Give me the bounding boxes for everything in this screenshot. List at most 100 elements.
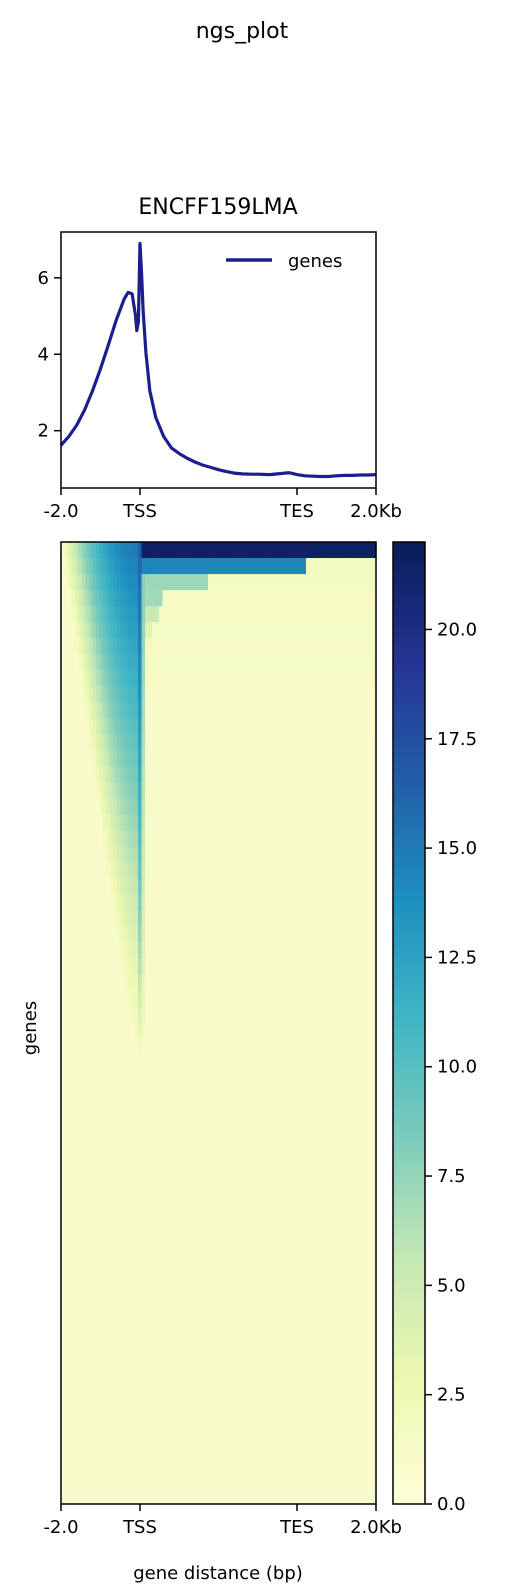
heatmap-cell xyxy=(306,558,311,575)
heatmap-cell xyxy=(159,1359,164,1377)
heatmap-cell xyxy=(281,1135,286,1152)
heatmap-cell xyxy=(211,1407,216,1425)
heatmap-cell xyxy=(281,1375,286,1393)
heatmap-cell xyxy=(141,766,146,784)
heatmap-cell xyxy=(89,1423,94,1441)
heatmap-cell xyxy=(131,590,136,607)
heatmap-cell xyxy=(141,1087,146,1104)
heatmap-cell xyxy=(278,622,283,639)
heatmap-cell xyxy=(162,1375,167,1393)
heatmap-cell xyxy=(243,1247,248,1265)
heatmap-cell xyxy=(85,1119,90,1136)
heatmap-cell xyxy=(190,590,195,607)
heatmap-cell xyxy=(295,1055,300,1072)
heatmap-cell xyxy=(281,1119,286,1136)
heatmap-cell xyxy=(327,606,332,623)
heatmap-cell xyxy=(222,622,227,639)
heatmap-cell xyxy=(75,766,80,784)
heatmap-cell xyxy=(306,1087,311,1104)
heatmap-cell xyxy=(197,686,202,703)
heatmap-cell xyxy=(211,1327,216,1345)
heatmap-cell xyxy=(134,1423,139,1441)
heatmap-cell xyxy=(166,878,171,896)
x-tick-label: -2.0 xyxy=(43,501,78,522)
heatmap-cell xyxy=(183,1023,188,1040)
heatmap-cell xyxy=(96,1183,101,1200)
heatmap-cell xyxy=(278,782,283,800)
heatmap-cell xyxy=(85,542,90,559)
heatmap-cell xyxy=(187,1119,192,1136)
heatmap-cell xyxy=(180,830,185,848)
heatmap-cell xyxy=(292,894,297,912)
heatmap-cell xyxy=(197,1327,202,1345)
heatmap-cell xyxy=(75,1231,80,1249)
heatmap-cell xyxy=(229,1375,234,1393)
heatmap-cell xyxy=(131,798,136,816)
heatmap-cell xyxy=(257,1151,262,1168)
heatmap-cell xyxy=(274,1263,279,1281)
heatmap-cell xyxy=(351,1247,356,1265)
heatmap-cell xyxy=(250,574,255,591)
heatmap-cell xyxy=(134,1135,139,1152)
heatmap-cell xyxy=(103,1343,108,1361)
heatmap-cell xyxy=(155,782,160,800)
heatmap-cell xyxy=(215,1167,220,1184)
heatmap-cell xyxy=(183,1343,188,1361)
heatmap-cell xyxy=(271,686,276,703)
heatmap-cell xyxy=(344,1343,349,1361)
heatmap-cell xyxy=(292,1231,297,1249)
heatmap-cell xyxy=(124,670,129,687)
heatmap-cell xyxy=(337,734,342,752)
heatmap-cell xyxy=(208,542,213,559)
heatmap-cell xyxy=(110,750,115,768)
heatmap-cell xyxy=(162,782,167,800)
heatmap-cell xyxy=(78,1375,83,1393)
heatmap-cell xyxy=(260,894,265,912)
heatmap-cell xyxy=(99,734,104,752)
heatmap-cell xyxy=(215,750,220,768)
heatmap-cell xyxy=(155,1407,160,1425)
heatmap-cell xyxy=(355,1327,360,1345)
heatmap-cell xyxy=(292,606,297,623)
heatmap-cell xyxy=(110,878,115,896)
heatmap-cell xyxy=(306,1311,311,1329)
heatmap-cell xyxy=(369,798,374,816)
heatmap-cell xyxy=(152,1103,157,1120)
heatmap-cell xyxy=(75,1295,80,1313)
heatmap-cell xyxy=(169,974,174,992)
heatmap-cell xyxy=(124,814,129,832)
heatmap-cell xyxy=(103,1327,108,1345)
heatmap-cell xyxy=(134,734,139,752)
heatmap-cell xyxy=(348,958,353,976)
heatmap-cell xyxy=(96,654,101,671)
heatmap-cell xyxy=(173,974,178,992)
heatmap-cell xyxy=(166,1263,171,1281)
heatmap-cell xyxy=(341,558,346,575)
heatmap-cell xyxy=(222,958,227,976)
heatmap-cell xyxy=(208,1135,213,1152)
heatmap-cell xyxy=(194,862,199,880)
heatmap-cell xyxy=(337,1039,342,1056)
heatmap-cell xyxy=(236,1103,241,1120)
heatmap-cell xyxy=(253,1407,258,1425)
heatmap-cell xyxy=(250,718,255,735)
heatmap-cell xyxy=(222,1327,227,1345)
heatmap-cell xyxy=(344,1039,349,1056)
heatmap-cell xyxy=(344,1359,349,1377)
heatmap-cell xyxy=(264,1247,269,1265)
heatmap-cell xyxy=(239,1359,244,1377)
heatmap-cell xyxy=(89,1391,94,1409)
heatmap-cell xyxy=(169,926,174,944)
heatmap-cell xyxy=(197,622,202,639)
heatmap-cell xyxy=(299,1215,304,1233)
heatmap-cell xyxy=(229,542,234,559)
heatmap-cell xyxy=(208,622,213,639)
heatmap-cell xyxy=(288,606,293,623)
heatmap-cell xyxy=(166,926,171,944)
heatmap-cell xyxy=(204,590,209,607)
heatmap-cell xyxy=(180,1295,185,1313)
heatmap-cell xyxy=(295,1311,300,1329)
heatmap-cell xyxy=(162,1119,167,1136)
heatmap-cell xyxy=(103,958,108,976)
heatmap-cell xyxy=(197,1103,202,1120)
